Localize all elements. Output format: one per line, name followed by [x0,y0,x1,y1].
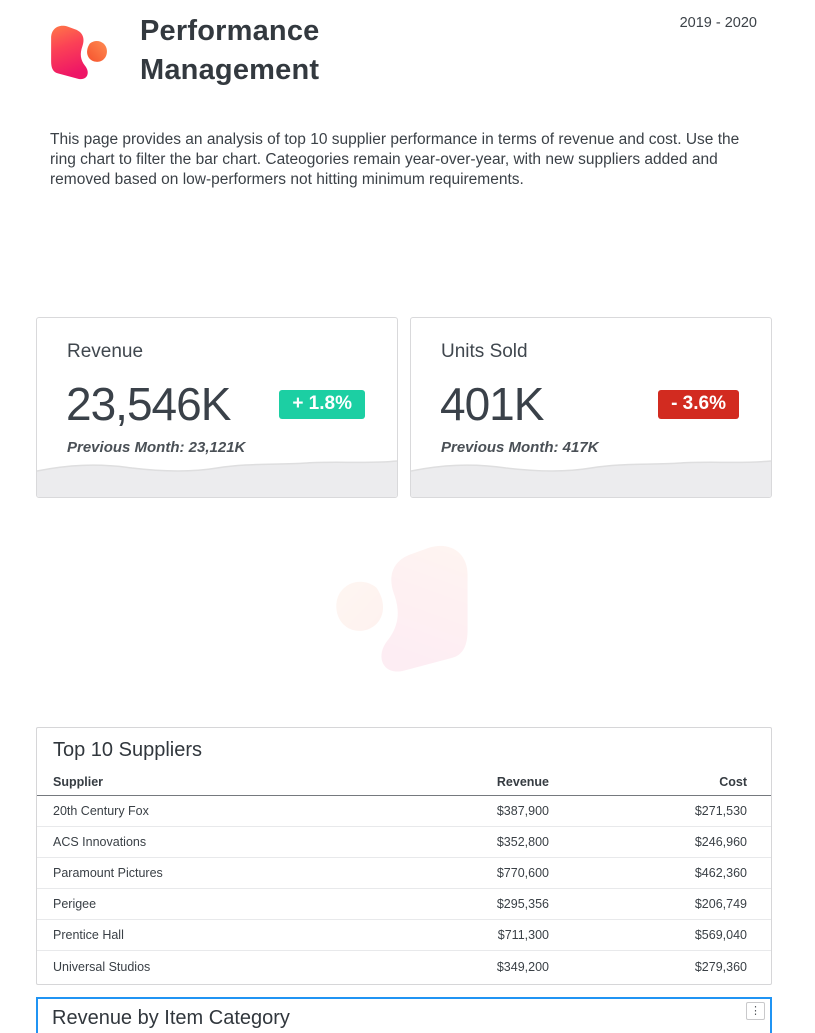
supplier-revenue: $352,800 [496,835,549,849]
table-row[interactable]: Perigee $295,356 $206,749 [37,889,771,920]
supplier-name: Universal Studios [53,959,151,974]
kpi-value: 401K [440,378,544,430]
supplier-name: Prentice Hall [53,928,124,942]
kpi-value-row: 23,546K + 1.8% [66,376,397,432]
kpi-title: Revenue [67,341,144,362]
kpi-title: Units Sold [441,341,528,362]
suppliers-panel-title: Top 10 Suppliers [53,739,202,761]
brand-logo-icon [45,13,113,93]
table-row[interactable]: Paramount Pictures $770,600 $462,360 [37,858,771,889]
supplier-revenue: $770,600 [496,866,549,880]
suppliers-panel: Top 10 Suppliers Supplier Revenue Cost 2… [36,727,772,985]
column-header-cost[interactable]: Cost [719,775,747,789]
kpi-cards-row: Revenue 23,546K + 1.8% Previous Month: 2… [36,317,772,498]
supplier-revenue: $711,300 [497,928,549,942]
supplier-name: ACS Innovations [53,835,147,849]
supplier-cost: $246,960 [694,835,747,849]
sparkline-area-icon [411,460,771,497]
supplier-name: Paramount Pictures [53,866,163,880]
kpi-card-revenue[interactable]: Revenue 23,546K + 1.8% Previous Month: 2… [36,317,398,498]
date-range-label: 2019 - 2020 [679,15,757,31]
supplier-revenue: $295,356 [496,897,549,911]
supplier-cost: $279,360 [694,959,747,974]
supplier-name: Perigee [53,897,97,911]
kpi-delta-badge-up: + 1.8% [279,389,365,419]
category-panel-title: Revenue by Item Category [52,1007,290,1029]
supplier-revenue: $387,900 [496,804,549,818]
table-row[interactable]: Prentice Hall $711,300 $569,040 [37,920,771,951]
sparkline-area-icon [37,460,397,497]
suppliers-table-header: Supplier Revenue Cost [37,769,771,796]
revenue-by-category-panel[interactable]: Revenue by Item Category ⋮ [36,997,772,1033]
brand-watermark-icon [322,524,482,696]
page-description: This page provides an analysis of top 10… [50,131,740,188]
table-row[interactable]: Universal Studios $349,200 $279,360 [37,951,771,982]
kpi-previous-label: Previous Month: 23,121K [67,439,246,456]
kpi-delta-badge-down: - 3.6% [658,389,739,419]
supplier-cost: $206,749 [694,897,747,911]
kpi-previous-label: Previous Month: 417K [441,439,599,456]
kpi-value-row: 401K - 3.6% [440,376,771,432]
supplier-revenue: $349,200 [496,959,549,974]
supplier-cost: $462,360 [694,866,747,880]
kpi-card-units-sold[interactable]: Units Sold 401K - 3.6% Previous Month: 4… [410,317,772,498]
supplier-cost: $569,040 [694,928,747,942]
supplier-cost: $271,530 [694,804,747,818]
table-row[interactable]: 20th Century Fox $387,900 $271,530 [37,796,771,827]
kebab-menu-icon[interactable]: ⋮ [746,1002,765,1020]
kpi-value: 23,546K [66,378,231,430]
page-title: Performance Management [140,15,320,86]
table-row[interactable]: ACS Innovations $352,800 $246,960 [37,827,771,858]
column-header-supplier[interactable]: Supplier [53,775,104,789]
supplier-name: 20th Century Fox [53,804,149,818]
column-header-revenue[interactable]: Revenue [496,775,549,789]
